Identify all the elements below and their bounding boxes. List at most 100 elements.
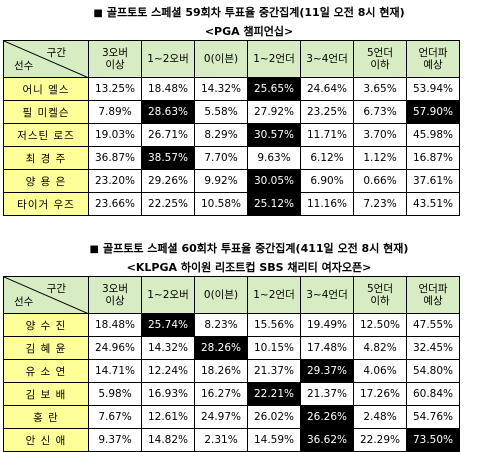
highlighted-value-cell: 25.65%	[247, 77, 301, 101]
value-cell: 3.70%	[353, 123, 407, 147]
value-cell: 54.80%	[406, 359, 460, 383]
table-row: 저스틴 로즈 19.03% 26.71% 8.29% 30.57% 11.71% 3.70%…	[3, 123, 460, 147]
value-cell: 32.45%	[406, 336, 460, 360]
value-cell: 9.92%	[194, 169, 248, 193]
corner-label-player: 선수	[14, 60, 34, 72]
value-cell: 6.73%	[353, 100, 407, 124]
column-header: 1~2언더	[247, 276, 301, 314]
value-cell: 7.89%	[88, 100, 142, 124]
player-name-cell: 안 신 애	[3, 428, 89, 452]
value-cell: 23.20%	[88, 169, 142, 193]
table-row: 안 신 애 9.37% 14.82% 2.31% 14.59% 36.62% 22.29% 7…	[3, 428, 460, 452]
player-name-cell: 최 경 주	[3, 146, 89, 170]
highlighted-value-cell: 73.50%	[406, 428, 460, 452]
value-cell: 45.98%	[406, 123, 460, 147]
value-cell: 16.27%	[194, 382, 248, 406]
value-cell: 5.58%	[194, 100, 248, 124]
corner-header-cell: 구간 선수	[3, 276, 89, 314]
column-header: 1~2언더	[247, 40, 301, 78]
value-cell: 16.87%	[406, 146, 460, 170]
value-cell: 11.16%	[300, 192, 354, 216]
corner-label-player: 선수	[14, 296, 34, 308]
player-name-cell: 어니 엘스	[3, 77, 89, 101]
table2-subtitle: <KLPGA 하이원 리조트컵 SBS 채리티 여자오픈>	[126, 261, 372, 274]
player-name-cell: 홍 란	[3, 405, 89, 429]
value-cell: 26.71%	[141, 123, 195, 147]
column-header: 0(이븐)	[194, 40, 248, 78]
table-row: 김 보 배 5.98% 16.93% 16.27% 22.21% 21.37% 17.26%…	[3, 382, 460, 406]
value-cell: 12.61%	[141, 405, 195, 429]
value-cell: 23.66%	[88, 192, 142, 216]
highlighted-value-cell: 25.74%	[141, 313, 195, 337]
value-cell: 10.15%	[247, 336, 301, 360]
column-header: 1~2오버	[141, 40, 195, 78]
value-cell: 24.96%	[88, 336, 142, 360]
diagonal-divider	[4, 277, 87, 313]
value-cell: 27.92%	[247, 100, 301, 124]
player-name-cell: 양 수 진	[3, 313, 89, 337]
value-cell: 14.32%	[141, 336, 195, 360]
value-cell: 53.94%	[406, 77, 460, 101]
table-row: 타이거 우즈 23.66% 22.25% 10.58% 25.12% 11.16% 7.23…	[3, 192, 460, 216]
value-cell: 1.12%	[353, 146, 407, 170]
value-cell: 23.25%	[300, 100, 354, 124]
square-bullet-icon: ■	[89, 244, 99, 255]
value-cell: 15.56%	[247, 313, 301, 337]
value-cell: 0.66%	[353, 169, 407, 193]
value-cell: 21.37%	[300, 382, 354, 406]
header-row: 구간 선수 3오버 이상 1~2오버 0(이븐) 1~2언더 3~4언더 5언더 이하 언더파 예상	[3, 40, 460, 78]
value-cell: 24.64%	[300, 77, 354, 101]
highlighted-value-cell: 28.63%	[141, 100, 195, 124]
value-cell: 3.65%	[353, 77, 407, 101]
highlighted-value-cell: 25.12%	[247, 192, 301, 216]
column-header: 5언더 이하	[353, 40, 407, 78]
value-cell: 22.29%	[353, 428, 407, 452]
column-header: 3오버 이상	[88, 40, 142, 78]
corner-header-cell: 구간 선수	[3, 40, 89, 78]
column-header: 3~4언더	[300, 40, 354, 78]
player-name-cell: 저스틴 로즈	[3, 123, 89, 147]
value-cell: 7.23%	[353, 192, 407, 216]
value-cell: 14.71%	[88, 359, 142, 383]
table1-subtitle: <PGA 챔피언십>	[204, 25, 294, 38]
table-row: 최 경 주 36.87% 38.57% 7.70% 9.63% 6.12% 1.12% 16.…	[3, 146, 460, 170]
highlighted-value-cell: 22.21%	[247, 382, 301, 406]
player-name-cell: 김 보 배	[3, 382, 89, 406]
table-row: 양 수 진 18.48% 25.74% 8.23% 15.56% 19.49% 12.50%…	[3, 313, 460, 337]
value-cell: 17.48%	[300, 336, 354, 360]
value-cell: 17.26%	[353, 382, 407, 406]
value-cell: 6.90%	[300, 169, 354, 193]
table2: 구간 선수 3오버 이상 1~2오버 0(이븐) 1~2언더 3~4언더 5언더 이하 언더파 예상 양…	[3, 276, 460, 452]
value-cell: 60.84%	[406, 382, 460, 406]
square-bullet-icon: ■	[93, 8, 103, 19]
table-row: 어니 엘스 13.25% 18.48% 14.32% 25.65% 24.64% 3.65%…	[3, 77, 460, 101]
value-cell: 22.25%	[141, 192, 195, 216]
value-cell: 9.37%	[88, 428, 142, 452]
highlighted-value-cell: 57.90%	[406, 100, 460, 124]
value-cell: 13.25%	[88, 77, 142, 101]
value-cell: 12.24%	[141, 359, 195, 383]
player-name-cell: 필 미켈슨	[3, 100, 89, 124]
value-cell: 19.49%	[300, 313, 354, 337]
value-cell: 7.67%	[88, 405, 142, 429]
highlighted-value-cell: 28.26%	[194, 336, 248, 360]
value-cell: 29.26%	[141, 169, 195, 193]
column-header: 3오버 이상	[88, 276, 142, 314]
value-cell: 12.50%	[353, 313, 407, 337]
table-row: 홍 란 7.67% 12.61% 24.97% 26.02% 26.26% 2.48% 54.…	[3, 405, 460, 429]
value-cell: 19.03%	[88, 123, 142, 147]
value-cell: 43.51%	[406, 192, 460, 216]
value-cell: 5.98%	[88, 382, 142, 406]
highlighted-value-cell: 30.57%	[247, 123, 301, 147]
table1-title: ■ 골프토토 스페셜 59회차 투표율 중간집계(11일 오전 8시 현재)	[93, 6, 405, 19]
column-header: 3~4언더	[300, 276, 354, 314]
player-name-cell: 유 소 연	[3, 359, 89, 383]
value-cell: 37.61%	[406, 169, 460, 193]
table-row: 김 혜 윤 24.96% 14.32% 28.26% 10.15% 17.48% 4.82%…	[3, 336, 460, 360]
value-cell: 7.70%	[194, 146, 248, 170]
value-cell: 10.58%	[194, 192, 248, 216]
table-row: 양 용 은 23.20% 29.26% 9.92% 30.05% 6.90% 0.66% 37…	[3, 169, 460, 193]
table2-title: ■ 골프토토 스페셜 60회차 투표율 중간집계(411일 오전 8시 현재)	[89, 242, 409, 255]
player-name-cell: 양 용 은	[3, 169, 89, 193]
value-cell: 24.97%	[194, 405, 248, 429]
